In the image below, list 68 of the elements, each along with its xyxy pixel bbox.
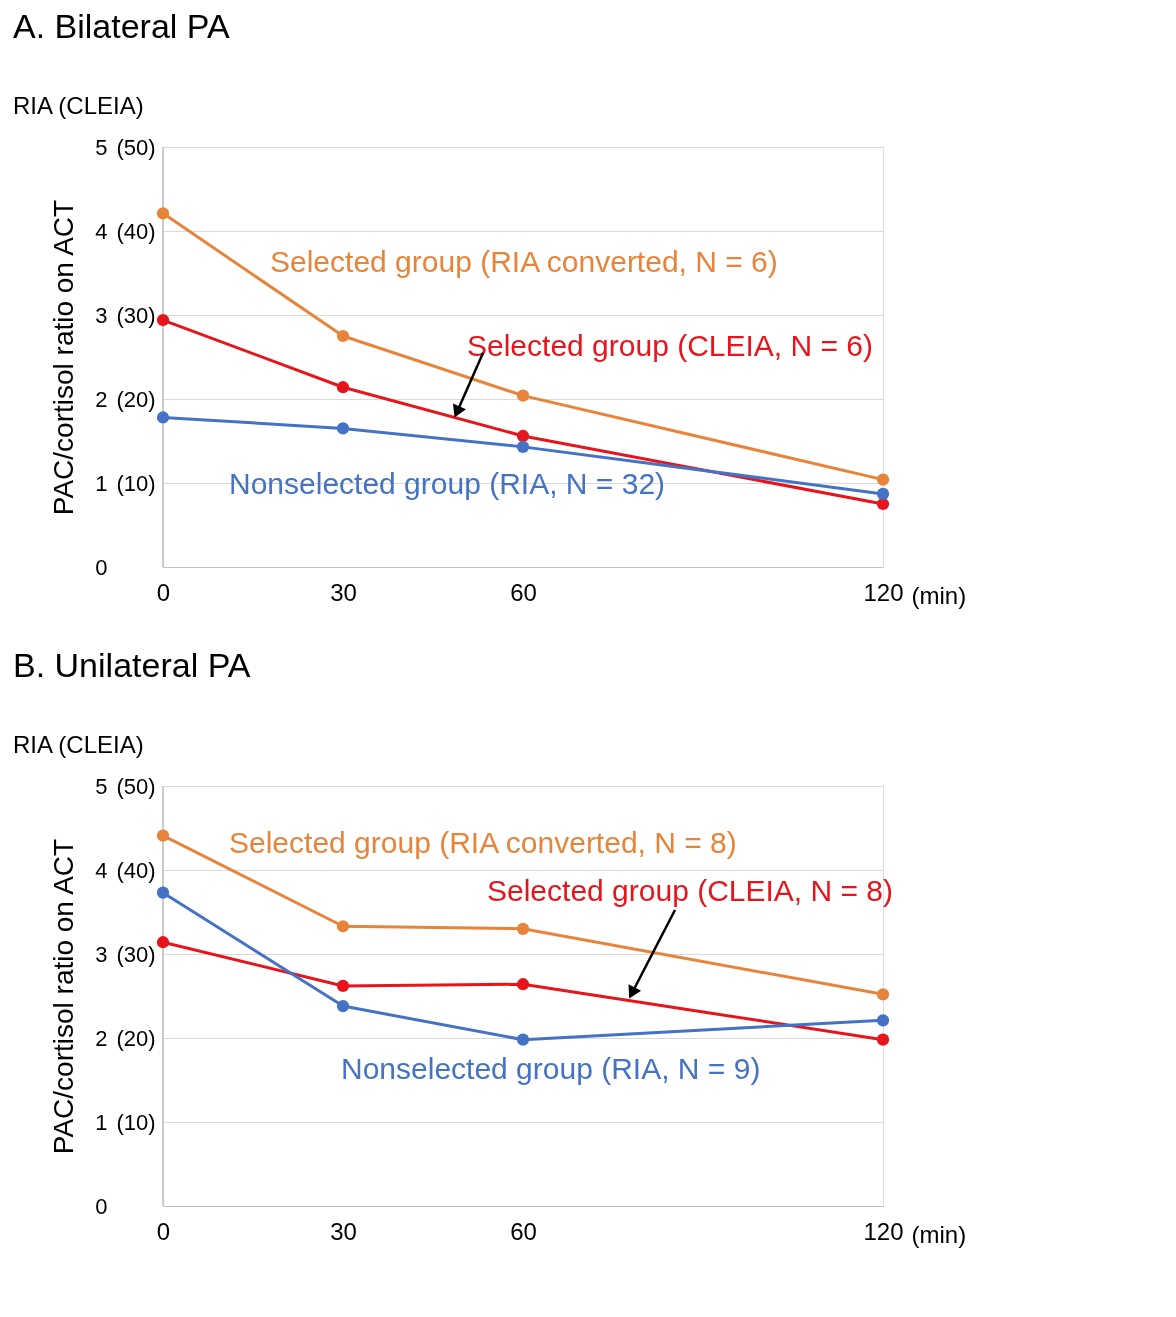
x-tick-label: 120 [863,1217,904,1245]
x-axis-title: (min) [911,581,967,609]
y-tick-label: 4 [95,218,108,244]
y2-tick-label: (20) [116,1025,156,1051]
y-axis-title: PAC/cortisol ratio on ACT [48,838,80,1155]
x-tick-label: 60 [510,578,537,606]
point [876,487,890,501]
y2-tick-label: (40) [116,218,156,244]
point [156,313,170,327]
point [516,1033,530,1046]
point [336,999,350,1013]
point [336,920,350,933]
point [336,979,350,993]
y2-tick-label: (50) [116,134,156,160]
point [156,936,170,949]
chart-title: B. Unilateral PA [13,646,251,684]
y2-tick-label: (30) [116,941,156,967]
y-axis-title: PAC/cortisol ratio on ACT [48,199,80,516]
series-label: Nonselected group (RIA, N = 32) [229,467,666,500]
x-tick-label: 30 [330,578,357,606]
y2-tick-label: (20) [116,386,156,412]
point [516,389,530,402]
point [336,329,350,343]
point [516,978,530,991]
text: RIA (CLEIA) [13,731,144,758]
series-label: Selected group (RIA converted, N = 6) [270,245,778,278]
y-tick-label: 2 [95,386,108,412]
y-tick-label: 4 [95,857,108,883]
text: RIA (CLEIA) [13,92,144,119]
point [876,1033,890,1046]
y2-tick-label: (40) [116,857,156,883]
point [516,429,530,443]
y-tick-label: 5 [95,773,108,799]
x-tick-label: 30 [330,1217,357,1245]
y-tick-label: 3 [95,941,108,967]
x-tick-label: 120 [863,578,904,606]
point [876,988,890,1001]
y-tick-label: 0 [95,1193,108,1219]
text: Selected group (CLEIA, N = 8) [487,874,894,907]
y-tick-label: 1 [95,470,108,496]
point [516,922,530,935]
series-label: Selected group (RIA converted, N = 8) [229,826,737,859]
point [336,381,350,394]
y2-tick-label: (30) [116,302,156,328]
y-tick-label: 5 [95,134,108,160]
x-tick-label: 0 [156,1217,171,1245]
point [876,473,890,486]
series-label: Selected group (CLEIA, N = 6) [467,329,874,362]
y2-tick-label: (10) [116,470,156,496]
x-tick-label: 0 [156,578,171,606]
y-tick-label: 2 [95,1025,108,1051]
y-tick-label: 0 [95,554,108,580]
point [156,829,170,842]
x-axis-title: (min) [911,1220,967,1248]
point [336,422,350,435]
point [156,886,170,899]
point [156,411,170,424]
point [156,207,170,220]
series-label: Nonselected group (RIA, N = 9) [341,1052,761,1085]
y-tick-label: 1 [95,1109,108,1135]
point [876,1014,890,1027]
point [876,497,890,511]
y2-tick-label: (50) [116,773,156,799]
x-tick-label: 60 [510,1217,537,1245]
chart-title: A. Bilateral PA [13,7,231,45]
point [516,440,530,453]
y-tick-label: 3 [95,302,108,328]
y2-tick-label: (10) [116,1109,156,1135]
